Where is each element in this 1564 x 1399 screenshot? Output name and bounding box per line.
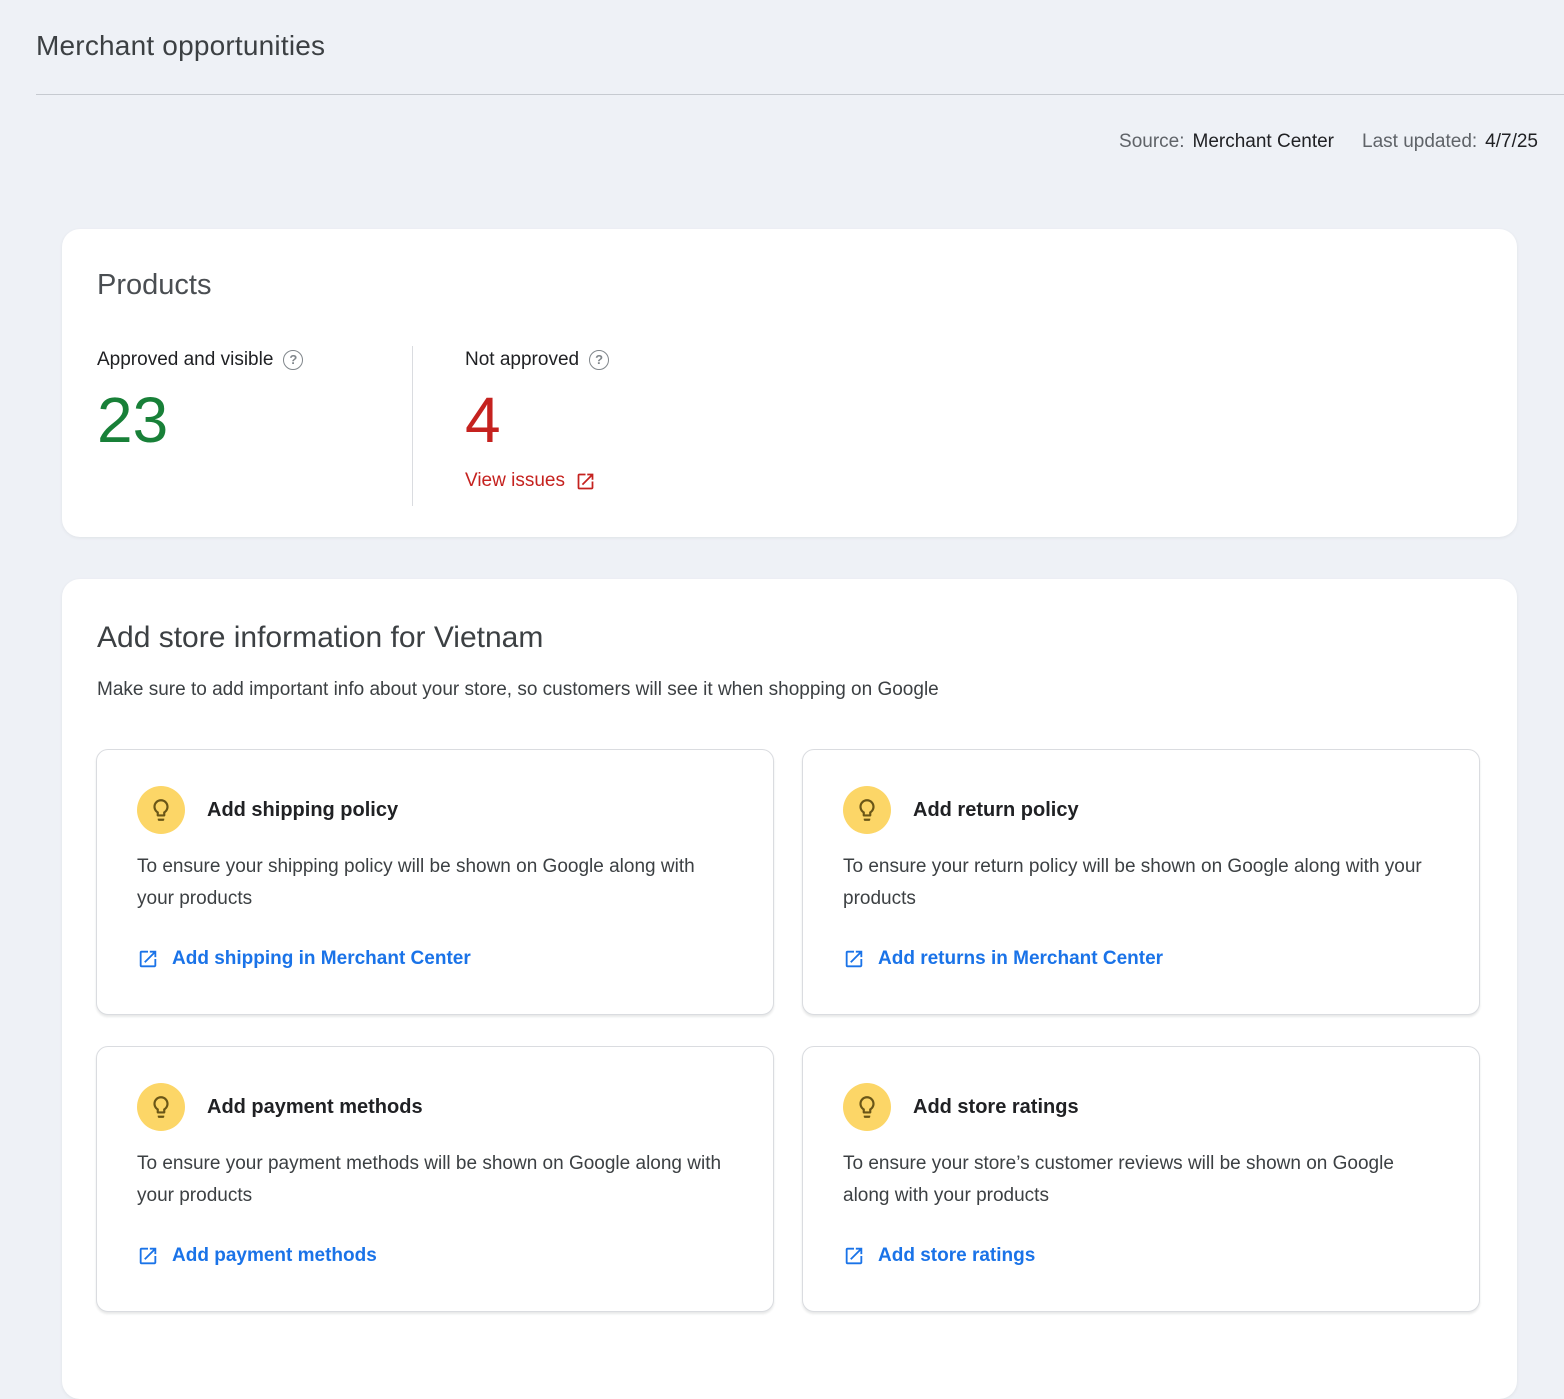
last-updated-pair: Last updated: 4/7/25	[1362, 129, 1538, 155]
open-in-new-icon	[843, 1245, 865, 1267]
source-meta-row: Source: Merchant Center Last updated: 4/…	[0, 129, 1564, 155]
help-icon[interactable]: ?	[283, 350, 304, 370]
opportunity-card-payment: Add payment methods To ensure your payme…	[96, 1046, 774, 1312]
not-approved-value: 4	[465, 384, 501, 456]
card-header: Add store ratings	[843, 1083, 1439, 1131]
lightbulb-icon	[843, 1083, 891, 1131]
card-body: To ensure your payment methods will be s…	[137, 1153, 722, 1206]
card-header: Add shipping policy	[137, 786, 733, 834]
card-title: Add payment methods	[207, 1095, 423, 1118]
card-title: Add store ratings	[913, 1095, 1079, 1118]
open-in-new-icon	[843, 948, 865, 970]
add-store-ratings-link[interactable]: Add store ratings	[843, 1245, 1035, 1267]
approved-label-row: Approved and visible ?	[97, 346, 412, 374]
not-approved-label-row: Not approved ?	[465, 346, 610, 374]
store-info-subtitle: Make sure to add important info about yo…	[97, 679, 939, 700]
header-divider	[36, 94, 1564, 95]
not-approved-metric: Not approved ? 4 View issues	[413, 346, 610, 506]
products-card: Products Approved and visible ? 23 Not a…	[62, 229, 1517, 537]
card-link-label: Add store ratings	[878, 1245, 1036, 1266]
store-info-title: Add store information for Vietnam	[97, 621, 544, 654]
view-issues-label: View issues	[465, 470, 565, 491]
approved-metric: Approved and visible ? 23	[97, 346, 412, 506]
lightbulb-icon	[137, 786, 185, 834]
app-header: Merchant opportunities	[0, 0, 1564, 62]
open-in-new-icon	[137, 948, 159, 970]
card-body: To ensure your store’s customer reviews …	[843, 1153, 1394, 1206]
approved-value: 23	[97, 384, 169, 456]
page-title: Merchant opportunities	[36, 30, 326, 61]
open-in-new-icon	[137, 1245, 159, 1267]
card-link-label: Add payment methods	[172, 1245, 377, 1266]
metric-divider	[412, 346, 413, 506]
help-icon[interactable]: ?	[589, 350, 610, 370]
opportunity-card-returns: Add return policy To ensure your return …	[802, 749, 1480, 1015]
card-body: To ensure your shipping policy will be s…	[137, 856, 695, 909]
add-returns-link[interactable]: Add returns in Merchant Center	[843, 948, 1163, 970]
approved-label: Approved and visible	[97, 349, 274, 370]
card-body: To ensure your return policy will be sho…	[843, 856, 1422, 909]
source-value: Merchant Center	[1192, 131, 1335, 152]
card-link-label: Add returns in Merchant Center	[878, 948, 1164, 969]
view-issues-link[interactable]: View issues	[465, 470, 596, 492]
opportunity-cards-grid: Add shipping policy To ensure your shipp…	[96, 749, 1480, 1312]
store-info-panel: Add store information for Vietnam Make s…	[62, 579, 1517, 1399]
source-pair: Source: Merchant Center	[1119, 129, 1334, 155]
card-header: Add payment methods	[137, 1083, 733, 1131]
products-title: Products	[97, 269, 212, 301]
card-link-label: Add shipping in Merchant Center	[172, 948, 471, 969]
add-shipping-link[interactable]: Add shipping in Merchant Center	[137, 948, 471, 970]
open-in-new-icon	[575, 471, 596, 492]
opportunity-card-shipping: Add shipping policy To ensure your shipp…	[96, 749, 774, 1015]
card-header: Add return policy	[843, 786, 1439, 834]
not-approved-label: Not approved	[465, 349, 580, 370]
products-metrics: Approved and visible ? 23 Not approved ?…	[97, 346, 1477, 506]
source-label: Source:	[1119, 131, 1185, 152]
last-updated-value: 4/7/25	[1485, 131, 1538, 152]
card-title: Add return policy	[913, 798, 1079, 821]
card-title: Add shipping policy	[207, 798, 399, 821]
add-payment-methods-link[interactable]: Add payment methods	[137, 1245, 377, 1267]
lightbulb-icon	[137, 1083, 185, 1131]
last-updated-label: Last updated:	[1362, 131, 1478, 152]
opportunity-card-ratings: Add store ratings To ensure your store’s…	[802, 1046, 1480, 1312]
lightbulb-icon	[843, 786, 891, 834]
